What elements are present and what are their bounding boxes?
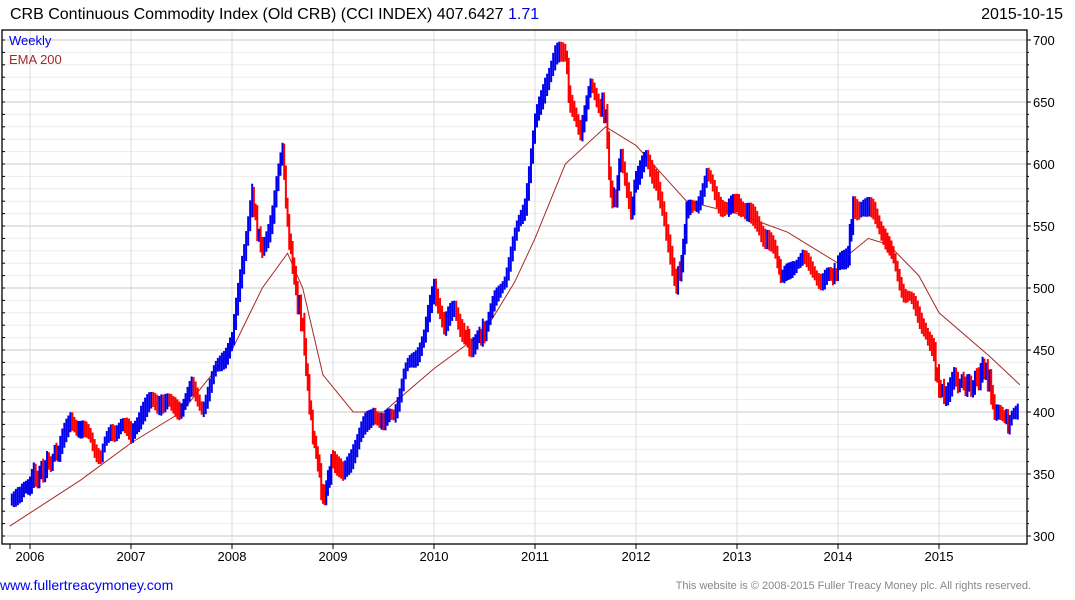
x-tick-label: 2014: [824, 549, 853, 564]
y-tick-label: 300: [1033, 529, 1055, 544]
x-tick-label: 2015: [925, 549, 954, 564]
y-tick-label: 500: [1033, 281, 1055, 296]
chart-date: 2015-10-15: [981, 6, 1063, 23]
ema-200-line: [9, 126, 1021, 527]
y-tick-label: 400: [1033, 405, 1055, 420]
y-tick-label: 600: [1033, 157, 1055, 172]
x-tick-label: 2010: [420, 549, 449, 564]
last-price: 407.6427: [436, 6, 504, 23]
x-tick-label: 2011: [521, 549, 549, 564]
x-tick-label: 2012: [622, 549, 651, 564]
chart-title: CRB Continuous Commodity Index (Old CRB)…: [10, 6, 539, 24]
x-tick-label: 2009: [319, 549, 348, 564]
legend-ema-200: EMA 200: [9, 52, 62, 67]
title-text: CRB Continuous Commodity Index (Old CRB)…: [10, 6, 433, 23]
y-tick-label: 650: [1033, 95, 1055, 110]
copyright-text: This website is © 2008-2015 Fuller Treac…: [675, 580, 1031, 592]
legend-weekly: Weekly: [9, 33, 52, 48]
y-tick-label: 550: [1033, 219, 1055, 234]
price-chart: 2006 2007 2008 2009 2010 2011 2012 2013 2014 2015…: [1, 29, 1055, 564]
plot-frame: [1, 29, 1028, 545]
website-link[interactable]: www.fullertreacymoney.com: [0, 577, 174, 593]
x-tick-label: 2008: [218, 549, 247, 564]
y-tick-label: 350: [1033, 467, 1055, 482]
x-tick-label: 2013: [723, 549, 752, 564]
x-tick-label: 2006: [16, 549, 45, 564]
y-tick-label: 450: [1033, 343, 1055, 358]
price-change: 1.71: [507, 6, 540, 23]
x-tick-label: 2007: [117, 549, 146, 564]
y-tick-label: 700: [1033, 33, 1055, 48]
